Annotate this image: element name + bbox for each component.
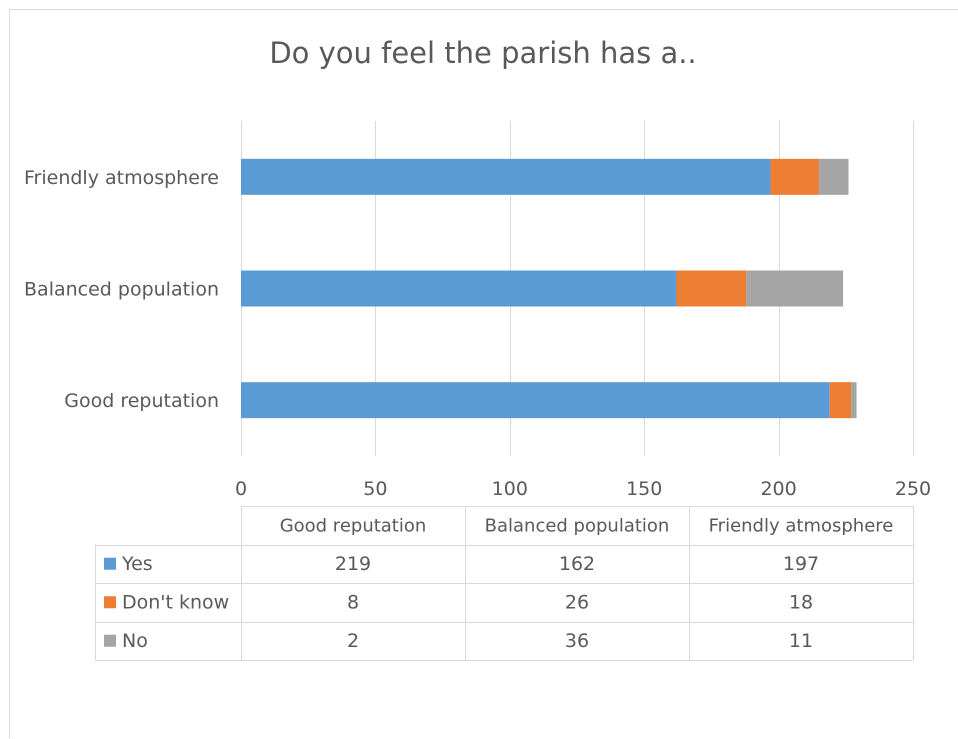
bar-segment xyxy=(241,158,771,195)
table-value-cell: 219 xyxy=(335,553,371,575)
bar-segment xyxy=(241,382,830,419)
legend-key xyxy=(104,596,116,609)
legend-label: No xyxy=(122,630,148,652)
x-tick-label: 100 xyxy=(492,478,528,500)
table-value-cell: 36 xyxy=(565,630,589,652)
bar-segment xyxy=(241,270,677,307)
table-value-cell: 2 xyxy=(347,630,359,652)
data-table: Good reputation Balanced population Friend… xyxy=(95,506,914,661)
x-tick-label: 250 xyxy=(895,478,931,500)
table-header-cell: Friendly atmosphere xyxy=(709,515,894,536)
x-tick-label: 200 xyxy=(760,478,796,500)
table-value-cell: 11 xyxy=(789,630,813,652)
bar-segment xyxy=(746,270,844,307)
table-header-cell: Good reputation xyxy=(280,515,427,536)
table-value-cell: 197 xyxy=(783,553,819,575)
bar-segment xyxy=(851,382,857,419)
category-label: Friendly atmosphere xyxy=(24,167,219,189)
bar-segment xyxy=(829,382,852,419)
legend-label: Don't know xyxy=(122,591,229,613)
x-tick-label: 0 xyxy=(235,478,247,500)
bar-segment xyxy=(818,158,849,195)
table-value-cell: 18 xyxy=(789,591,813,613)
table-header-cell: Balanced population xyxy=(485,515,670,536)
legend-label: Yes xyxy=(121,553,153,575)
x-axis-tick-labels: 0 50 100 150 200 250 xyxy=(235,478,931,500)
chart-title: Do you feel the parish has a.. xyxy=(269,36,696,70)
x-tick-label: 50 xyxy=(363,478,387,500)
table-value-cell: 26 xyxy=(565,591,589,613)
bar-segment xyxy=(770,158,819,195)
table-value-cell: 8 xyxy=(347,591,359,613)
category-labels: Good reputation Balanced population Friend… xyxy=(24,167,219,412)
table-value-cell: 162 xyxy=(559,553,595,575)
legend-key xyxy=(104,557,116,570)
category-label: Good reputation xyxy=(64,390,219,412)
bars xyxy=(241,158,857,419)
legend-key xyxy=(104,634,116,647)
x-tick-label: 150 xyxy=(626,478,662,500)
category-label: Balanced population xyxy=(24,279,219,301)
bar-segment xyxy=(676,270,747,307)
chart-area: Do you feel the parish has a.. Good repu… xyxy=(9,9,958,738)
